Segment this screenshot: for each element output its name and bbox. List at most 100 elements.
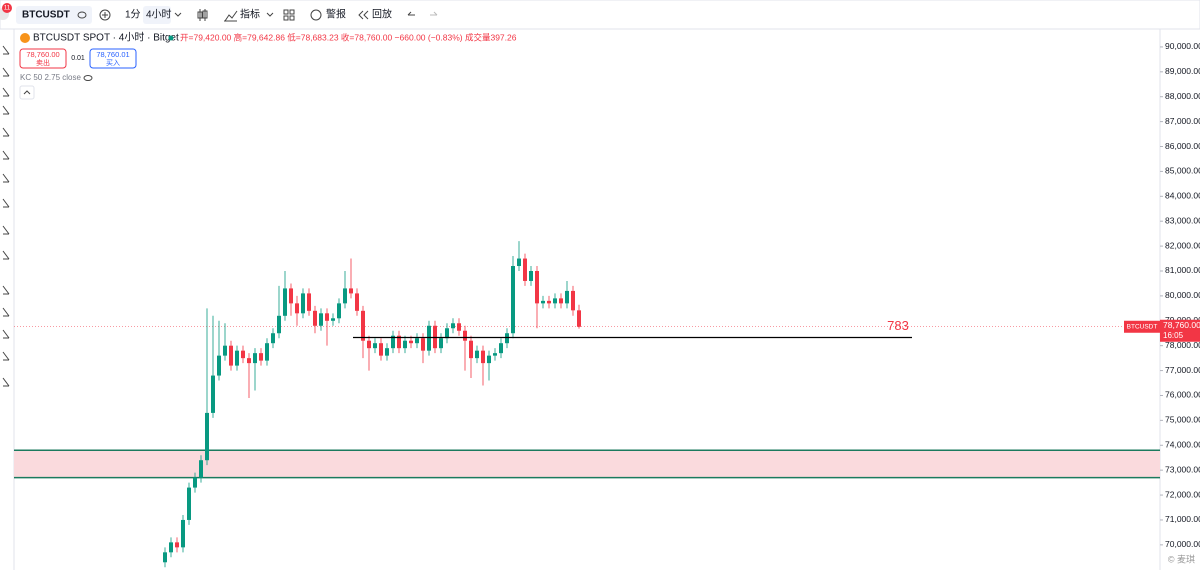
sell-label[interactable]: 卖出: [36, 58, 50, 67]
candle-body: [499, 343, 503, 354]
candle-body: [337, 303, 341, 319]
symbol[interactable]: BTCUSDT: [22, 10, 70, 21]
candle-body: [379, 343, 383, 356]
sell-button[interactable]: [19, 48, 67, 69]
tool-icon[interactable]: [2, 127, 10, 137]
candle-body: [367, 340, 371, 349]
candle-icon[interactable]: [197, 9, 208, 21]
hline-label: 783: [887, 318, 909, 333]
dropdown[interactable]: [174, 12, 182, 17]
interval-active[interactable]: [143, 6, 171, 24]
candle-body: [463, 330, 467, 341]
y-tick-label: 73,000.00: [1165, 464, 1200, 474]
candle-body: [313, 310, 317, 326]
sell-price[interactable]: 78,760.00: [26, 50, 59, 59]
candle-body: [439, 338, 443, 349]
y-tick-label: 88,000.00: [1165, 91, 1200, 101]
symbol-box[interactable]: [16, 6, 92, 24]
candle-body: [193, 477, 197, 488]
candle-body: [361, 310, 365, 341]
alert[interactable]: 警报: [326, 8, 346, 21]
candle-body: [475, 350, 479, 359]
tool-icon[interactable]: [2, 45, 10, 55]
interval-1[interactable]: 1分: [125, 9, 141, 21]
interval-2[interactable]: 4小时: [146, 9, 172, 21]
tool-icon[interactable]: [2, 150, 10, 160]
candle-body: [577, 310, 581, 327]
y-tick-label: 78,000.00: [1165, 340, 1200, 350]
tool-icon[interactable]: [2, 307, 10, 317]
legend-ohlc: 开=79,420.00 高=79,642.86 低=78,683.23 收=78…: [180, 32, 517, 42]
collapse-arrow: [23, 90, 31, 95]
y-tick-label: 71,000.00: [1165, 514, 1200, 524]
y-tick-label: 77,000.00: [1165, 365, 1200, 375]
redo[interactable]: [430, 11, 438, 16]
candle-body: [445, 328, 449, 339]
symbol-tag-text: BTCUSDT: [1127, 323, 1158, 330]
candle-body: [325, 313, 329, 321]
y-tick-label: 85,000.00: [1165, 166, 1200, 176]
tool-icon[interactable]: [2, 87, 10, 97]
candle-body: [385, 348, 389, 356]
tool-icon[interactable]: [2, 198, 10, 208]
eye-icon[interactable]: [77, 11, 87, 19]
candle-body: [553, 298, 557, 304]
tool-icon[interactable]: [2, 250, 10, 260]
replay[interactable]: 回放: [372, 8, 392, 21]
buy-button[interactable]: [89, 48, 137, 69]
left-toolbar: [2, 45, 10, 387]
candle-body: [355, 293, 359, 311]
indicators[interactable]: 指标: [240, 8, 260, 21]
candle-body: [211, 375, 215, 413]
candle-body: [559, 298, 563, 304]
alert-icon[interactable]: [310, 9, 322, 21]
candle-body: [163, 552, 167, 563]
tool-icon[interactable]: [2, 377, 10, 387]
candle-body: [481, 350, 485, 364]
add-plus: [102, 12, 108, 18]
zone: [14, 450, 1160, 478]
dropdown-2[interactable]: [266, 12, 274, 17]
candle-body: [277, 315, 281, 334]
tool-icon[interactable]: [2, 225, 10, 235]
collapse-button[interactable]: [19, 85, 35, 100]
tool-icon[interactable]: [2, 173, 10, 183]
candle-body: [217, 355, 221, 376]
y-tick-label: 72,000.00: [1165, 489, 1200, 499]
y-tick-label: 83,000.00: [1165, 215, 1200, 225]
buy-price[interactable]: 78,760.01: [96, 50, 129, 59]
candle-body: [241, 350, 245, 359]
candle-body: [541, 300, 545, 304]
watermark: © 麦琪: [1168, 553, 1195, 564]
candle-body: [247, 358, 251, 364]
candle-body: [289, 288, 293, 304]
candle-body: [373, 343, 377, 349]
y-tick-label: 89,000.00: [1165, 66, 1200, 76]
candle-body: [169, 542, 173, 553]
candle-body: [295, 303, 299, 314]
indicator-eye[interactable]: [83, 75, 93, 81]
tool-icon[interactable]: [2, 351, 10, 361]
add-icon[interactable]: [99, 9, 111, 21]
tool-icon[interactable]: [2, 105, 10, 115]
y-tick-label: 81,000.00: [1165, 265, 1200, 275]
undo[interactable]: [407, 11, 415, 16]
status-dot: [168, 35, 174, 41]
replay-icon[interactable]: [358, 10, 369, 20]
tool-icon[interactable]: [2, 329, 10, 339]
indicator-icon[interactable]: [224, 10, 238, 22]
candle-body: [349, 288, 353, 294]
buy-label[interactable]: 买入: [106, 59, 120, 67]
candle-body: [265, 343, 269, 361]
plot: 783: [14, 241, 1160, 568]
candle-body: [457, 323, 461, 331]
candle-body: [535, 270, 539, 304]
layout-icon[interactable]: [283, 9, 295, 21]
tool-icon[interactable]: [2, 67, 10, 77]
candle-body: [343, 288, 347, 304]
candle-body: [469, 340, 473, 359]
candle-body: [253, 353, 257, 364]
tool-icon[interactable]: [2, 285, 10, 295]
